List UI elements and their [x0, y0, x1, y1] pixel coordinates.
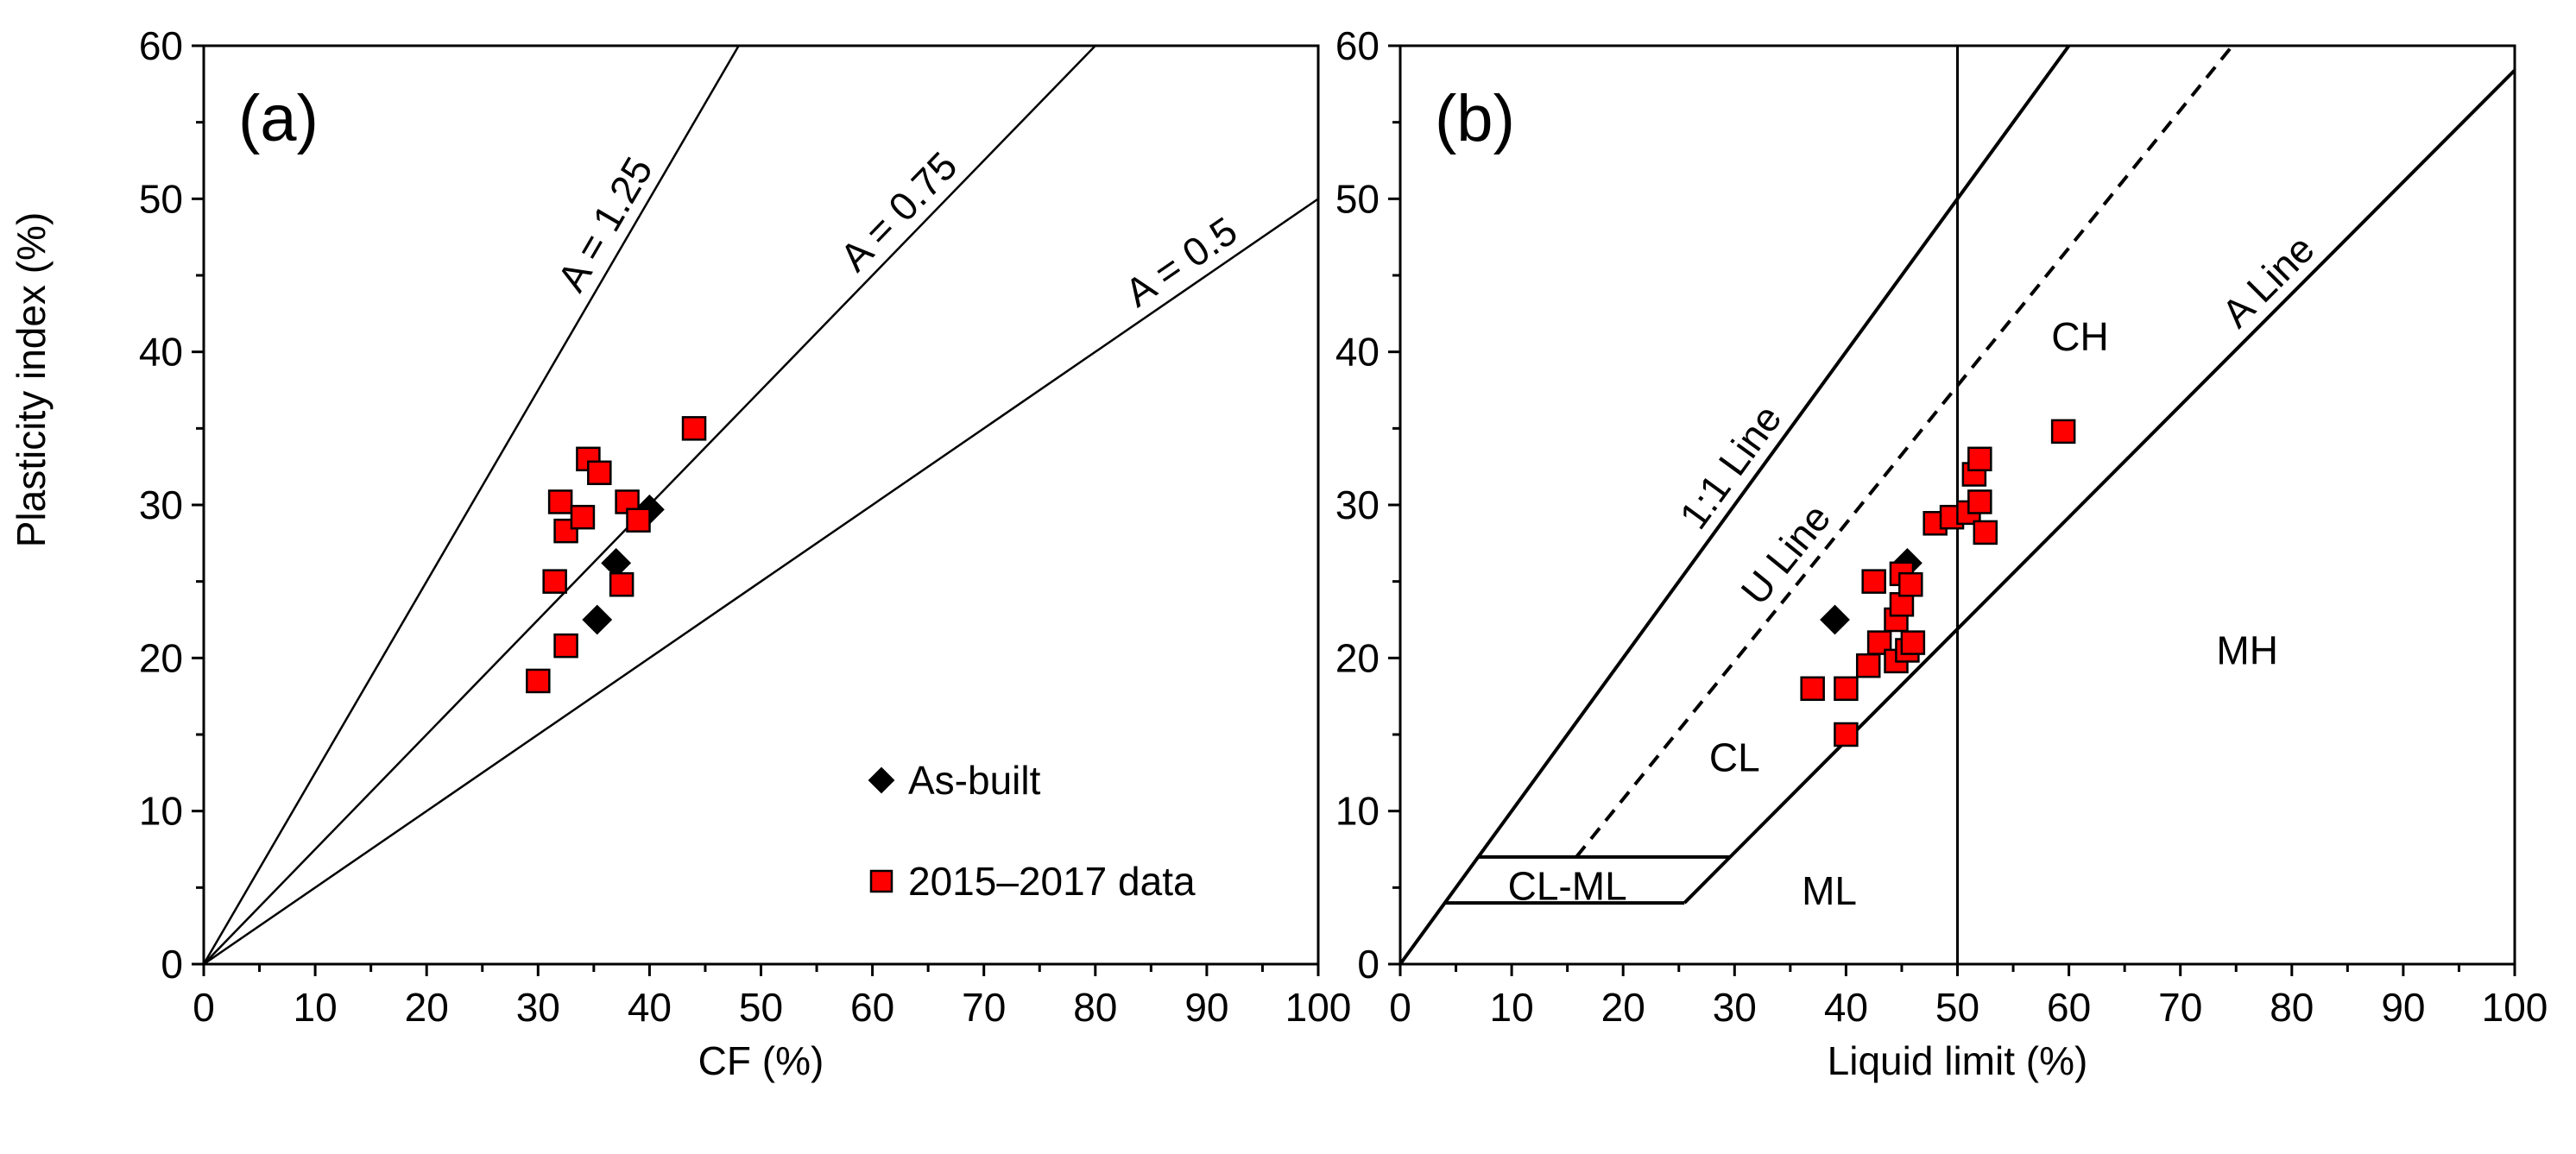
legend-field-data-marker — [869, 869, 893, 893]
y-tick-label: 0 — [161, 942, 183, 987]
y-tick-label: 40 — [139, 330, 183, 375]
x-tick-label: 40 — [1824, 985, 1868, 1030]
activity-line — [203, 198, 1319, 966]
data-point-field — [681, 416, 707, 441]
y-tick-label: 40 — [1335, 330, 1380, 375]
x-tick-label: 30 — [1713, 985, 1757, 1030]
zone-label-cl: CL — [1709, 735, 1760, 780]
data-point-as-built — [582, 604, 613, 635]
data-point-field — [542, 569, 567, 594]
zone-label-mh: MH — [2216, 627, 2278, 672]
data-point-as-built — [1820, 604, 1850, 635]
data-point-field — [1855, 653, 1881, 678]
data-point-field — [1900, 630, 1926, 655]
x-tick-label: 80 — [2270, 985, 2314, 1030]
data-point-field — [2050, 419, 2076, 445]
panel-a-data-points — [526, 416, 707, 694]
x-tick-label: 70 — [2158, 985, 2202, 1030]
y-tick-label: 50 — [139, 176, 183, 221]
panel-b-ticks: 0 10 20 30 40 50 60 70 80 90 100 0 10 20 30 40 50 60 — [1335, 23, 2548, 1030]
panel-b-label: (b) — [1435, 82, 1515, 155]
x-tick-label: 90 — [2381, 985, 2425, 1030]
zone-label-cl-ml: CL-ML — [1508, 864, 1627, 909]
x-tick-label: 90 — [1184, 985, 1228, 1030]
y-tick-label: 60 — [1335, 23, 1380, 68]
x-tick-label: 10 — [1490, 985, 1534, 1030]
y-tick-label: 0 — [1357, 942, 1380, 987]
x-tick-label: 80 — [1073, 985, 1117, 1030]
data-point-field — [1973, 520, 1998, 545]
legend-as-built-marker — [868, 766, 895, 794]
x-tick-label: 70 — [962, 985, 1006, 1030]
panel-a-reference-lines — [202, 45, 1319, 966]
x-tick-label: 20 — [405, 985, 449, 1030]
data-point-field — [626, 508, 651, 533]
data-point-field — [1834, 676, 1859, 702]
panel-a-ticks: 0 10 20 30 40 50 60 70 80 90 100 0 10 20 30 40 50 60 — [139, 23, 1352, 1030]
data-point-field — [553, 633, 578, 659]
one-to-one-line-label: 1:1 Line — [1670, 396, 1790, 537]
panel-b-data-points — [1800, 419, 2076, 747]
x-tick-label: 40 — [628, 985, 672, 1030]
x-tick-label: 30 — [516, 985, 560, 1030]
data-point-field — [1898, 571, 1923, 597]
a-line — [1728, 68, 2516, 859]
legend-as-built-label: As-built — [908, 758, 1041, 803]
u-line-label: U Line — [1732, 495, 1839, 613]
data-point-field — [1800, 676, 1825, 702]
panel-a-x-axis-title: CF (%) — [698, 1038, 824, 1083]
x-tick-label: 50 — [1935, 985, 1979, 1030]
x-tick-label: 50 — [739, 985, 783, 1030]
x-tick-label: 20 — [1601, 985, 1645, 1030]
x-tick-label: 0 — [1389, 985, 1411, 1030]
u-line — [1575, 44, 2234, 859]
zone-label-ml: ML — [1802, 868, 1857, 913]
data-point-field — [1861, 569, 1886, 594]
y-tick-label: 30 — [139, 482, 183, 527]
x-tick-label: 100 — [1285, 985, 1352, 1030]
data-point-field — [570, 504, 596, 530]
y-tick-label: 20 — [139, 635, 183, 680]
data-point-field — [1967, 489, 1992, 514]
data-point-field — [609, 571, 635, 597]
data-point-field — [1967, 446, 1992, 472]
x-tick-label: 60 — [850, 985, 894, 1030]
panel-b-x-axis-title: Liquid limit (%) — [1828, 1038, 2088, 1083]
y-tick-label: 50 — [1335, 176, 1380, 221]
activity-line — [202, 45, 740, 965]
y-tick-label: 10 — [139, 789, 183, 834]
data-point-field — [587, 460, 612, 486]
panel-a-frame — [202, 44, 1320, 966]
y-axis-title: Plasticity index (%) — [9, 212, 54, 548]
y-tick-label: 30 — [1335, 482, 1380, 527]
y-tick-label: 20 — [1335, 635, 1380, 680]
zone-label-ch: CH — [2051, 314, 2108, 359]
x-tick-label: 10 — [294, 985, 338, 1030]
data-point-field — [1834, 722, 1859, 747]
legend: As-built 2015–2017 data — [868, 758, 1196, 904]
legend-field-data-label: 2015–2017 data — [908, 859, 1196, 904]
y-tick-label: 10 — [1335, 789, 1380, 834]
y-tick-label: 60 — [139, 23, 183, 68]
x-tick-label: 100 — [2482, 985, 2548, 1030]
x-tick-label: 0 — [193, 985, 215, 1030]
data-point-field — [526, 668, 551, 694]
cl-ml-right-boundary — [1683, 855, 1732, 905]
panel-a-label: (a) — [238, 82, 319, 155]
activity-line-label: A = 0.75 — [831, 143, 966, 280]
x-tick-label: 60 — [2047, 985, 2091, 1030]
panel-a-line-labels: A = 1.25 A = 0.75 A = 0.5 — [548, 143, 1245, 316]
data-point-field — [547, 489, 573, 514]
